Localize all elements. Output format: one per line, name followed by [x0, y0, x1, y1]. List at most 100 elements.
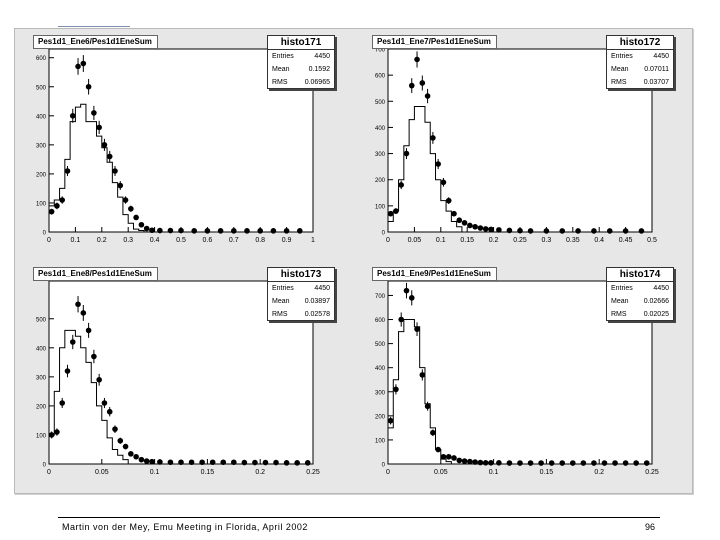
stats-value: 0.02025: [643, 311, 669, 318]
y-tick-label: 0: [43, 463, 47, 469]
y-tick-label: 400: [375, 126, 386, 132]
data-point: [445, 453, 452, 460]
y-tick-label: 300: [375, 390, 386, 396]
data-point: [80, 310, 87, 316]
data-point: [133, 453, 139, 460]
data-point: [451, 455, 457, 461]
data-point: [591, 228, 597, 234]
data-point: [294, 460, 300, 466]
stats-row-rms: RMS 0.06965: [268, 76, 334, 89]
data-point: [517, 460, 523, 466]
x-tick-label: 0.1: [436, 237, 446, 244]
data-point: [149, 227, 155, 234]
data-point: [138, 456, 145, 463]
x-tick-label: 0.25: [645, 469, 659, 476]
data-point: [467, 222, 473, 229]
stats-value: 0.06965: [304, 79, 330, 86]
data-point: [64, 168, 71, 174]
stats-label: Entries: [272, 53, 294, 60]
histogram-panel-172: 0 0.05 0.1 0.15 0.2 0.25 0.3 0.35 0.4 0.45 0.5 0 100…: [354, 29, 692, 260]
histogram-panel-174: 0 0.05 0.1 0.15 0.2 0.25 0 100 200 300 400 500 600 70…: [354, 261, 692, 492]
y-tick-label: 0: [382, 463, 386, 469]
y-tick-label: 100: [375, 438, 386, 444]
stats-histo-name: histo174: [607, 268, 673, 282]
data-point: [209, 459, 216, 466]
data-point: [398, 182, 404, 188]
data-point: [419, 372, 426, 378]
data-point: [482, 459, 489, 466]
y-tick-label: 100: [36, 201, 47, 207]
data-point: [548, 460, 555, 466]
y-tick-label: 300: [375, 152, 386, 158]
data-point: [387, 210, 394, 217]
x-tick-label: 0.7: [229, 237, 239, 244]
data-point: [122, 197, 129, 203]
data-point: [601, 460, 608, 466]
stats-row-entries: Entries 4450: [268, 50, 334, 63]
stats-value: 4450: [314, 285, 330, 292]
x-tick-label: 0.25: [513, 237, 527, 244]
stats-label: Mean: [272, 66, 290, 73]
x-tick-label: 1: [311, 237, 315, 244]
page-number: 96: [645, 522, 656, 532]
data-point: [188, 459, 195, 466]
data-point: [456, 217, 463, 224]
data-point: [143, 458, 150, 464]
data-point: [101, 142, 108, 148]
y-tick-label: 200: [36, 172, 47, 178]
y-tick-label: 500: [375, 100, 386, 106]
y-tick-label: 300: [36, 143, 47, 149]
data-point: [591, 460, 597, 466]
data-point: [435, 161, 441, 167]
stats-value: 0.1592: [308, 66, 330, 73]
x-tick-label: 0.05: [434, 469, 448, 476]
stats-box: histo173 Entries 4450 Mean 0.03897 RMS 0.02…: [267, 267, 335, 321]
data-point: [477, 225, 484, 231]
data-point: [220, 459, 227, 466]
data-point: [435, 446, 441, 453]
data-point: [472, 459, 478, 465]
pad-title: Pes1d1_Ene9/Pes1d1EneSum: [372, 267, 497, 281]
stats-row-entries: Entries 4450: [607, 282, 673, 295]
y-tick-label: 200: [36, 404, 47, 410]
stats-row-mean: Mean 0.02666: [607, 295, 673, 308]
y-tick-label: 0: [382, 231, 386, 237]
data-point: [580, 460, 587, 466]
data-point: [398, 316, 404, 323]
data-point: [117, 182, 124, 189]
x-tick-label: 0.2: [97, 237, 107, 244]
data-point: [122, 443, 129, 450]
x-tick-label: 0.6: [203, 237, 213, 244]
data-point: [506, 460, 513, 466]
data-point: [633, 460, 639, 466]
histogram-outline: [48, 103, 145, 232]
x-tick-label: 0: [386, 237, 390, 244]
data-point: [440, 453, 447, 460]
histogram-canvas: 0 0.1 0.2 0.3 0.4 0.5 0.6 0.7 0.8 0.9 1 0 100 200 300 4…: [14, 28, 693, 494]
data-point: [606, 228, 613, 234]
x-tick-label: 0.2: [594, 469, 604, 476]
x-tick-label: 0.4: [150, 237, 160, 244]
data-point: [283, 460, 290, 466]
stats-value: 0.02666: [643, 298, 669, 305]
data-point: [59, 400, 65, 406]
x-tick-label: 0.45: [619, 237, 633, 244]
x-tick-label: 0.05: [95, 469, 109, 476]
x-tick-label: 0.15: [460, 237, 474, 244]
data-point: [482, 226, 489, 232]
data-point: [638, 228, 645, 234]
x-tick-label: 0.2: [255, 469, 265, 476]
stats-histo-name: histo171: [268, 36, 334, 50]
stats-label: Mean: [272, 298, 290, 305]
data-point: [451, 210, 457, 217]
stats-row-entries: Entries 4450: [607, 50, 673, 63]
y-tick-label: 500: [36, 85, 47, 91]
data-point: [252, 459, 258, 466]
data-point: [96, 124, 102, 131]
y-tick-label: 700: [375, 48, 386, 54]
y-tick-label: 100: [36, 433, 47, 439]
x-tick-label: 0.25: [306, 469, 320, 476]
data-point: [133, 214, 139, 221]
data-point: [85, 83, 92, 90]
x-tick-label: 0.1: [71, 237, 81, 244]
